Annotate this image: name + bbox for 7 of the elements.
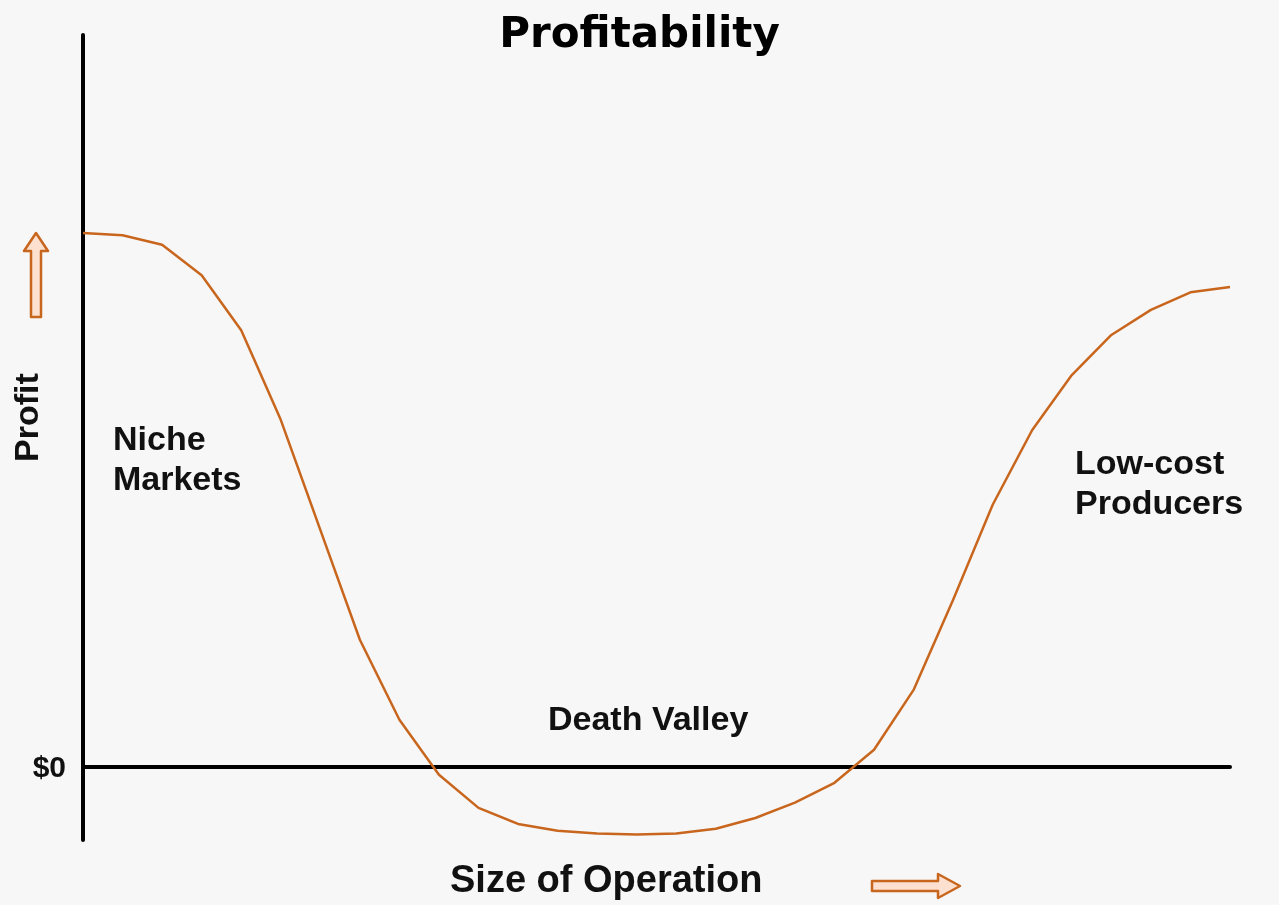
annotation: Low-cost Producers bbox=[1075, 443, 1244, 521]
x-axis-title: Size of Operation bbox=[450, 858, 763, 900]
annotation: Niche Markets bbox=[113, 419, 242, 497]
text: $0 bbox=[32, 750, 66, 784]
annotation: Death Valley bbox=[548, 699, 749, 737]
y-axis-title: Profit bbox=[7, 373, 45, 462]
chart-title: Profitability bbox=[499, 7, 780, 57]
